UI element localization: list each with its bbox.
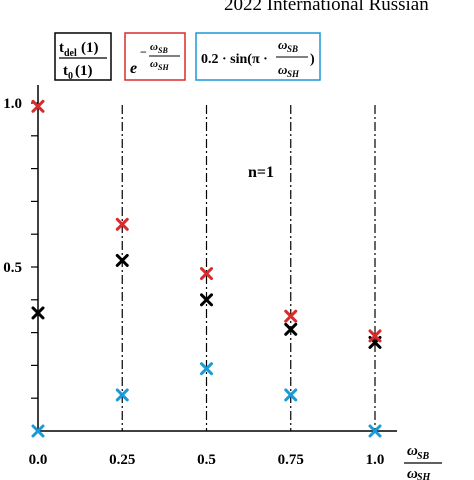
legend-red-exp-den-sub: SH (158, 63, 169, 72)
data-markers (31, 99, 382, 438)
legend-blue-num: ω (278, 37, 287, 52)
legend-black: t del (1) t 0 (1) (54, 32, 112, 82)
marker-red (200, 267, 213, 281)
x-tick-label: 1.0 (366, 452, 385, 468)
y-tick-marks (31, 102, 38, 399)
legend-red-exp-den: ω (150, 58, 158, 70)
x-label-num: ω (407, 443, 418, 459)
legend-black-num-sub: del (64, 48, 77, 59)
vertical-reference-lines (121, 105, 376, 431)
legend-black-den-sub: 0 (68, 71, 73, 82)
x-label-den-sub: SH (417, 472, 432, 480)
legend-blue-num-sub: SB (287, 44, 298, 54)
legend-red-exp-num-sub: SB (158, 46, 168, 55)
marker-black (115, 253, 129, 267)
marker-blue (200, 362, 213, 376)
y-tick-labels: 1.0 0.5 (3, 96, 22, 276)
legend-black-num-t: t (59, 40, 64, 56)
header-text: 2022 International Russian (224, 0, 429, 15)
x-tick-label: 0.25 (109, 452, 135, 468)
marker-blue (115, 388, 129, 402)
annotation-n: n=1 (248, 164, 274, 181)
marker-blue (368, 424, 382, 438)
x-tick-label: 0.5 (197, 452, 216, 468)
legend-red-minus: − (140, 45, 147, 59)
x-tick-label: 0.75 (278, 452, 304, 468)
y-tick-label: 0.5 (3, 260, 22, 276)
marker-red (115, 217, 129, 231)
marker-black (284, 322, 298, 336)
legend-red-base: e (130, 60, 137, 77)
y-tick-label: 1.0 (3, 96, 22, 112)
legend-black-den-t: t (63, 63, 68, 79)
legend-blue: 0.2 · sin(π · ω SB ω SH ) (195, 32, 321, 81)
legend-blue-prefix: 0.2 · sin(π · (201, 52, 268, 67)
marker-black (31, 306, 45, 320)
marker-black (200, 293, 213, 307)
x-tick-label: 0.0 (29, 452, 48, 468)
x-axis-label: ω SB ω SH (404, 443, 442, 480)
legend-blue-den: ω (278, 62, 287, 77)
x-label-den: ω (407, 466, 418, 480)
marker-blue (284, 388, 298, 402)
legend-black-num-arg: (1) (81, 40, 99, 56)
marker-blue (31, 424, 45, 438)
marker-red (31, 99, 45, 113)
legend-red: e − ω SB ω SH (124, 32, 186, 81)
legend-blue-suffix: ) (310, 52, 315, 67)
marker-red (284, 309, 298, 323)
legend-blue-den-sub: SH (287, 69, 300, 79)
legend-red-exp-num: ω (150, 41, 158, 53)
legend-black-den-arg: (1) (75, 63, 93, 79)
x-tick-labels: 0.0 0.25 0.5 0.75 1.0 (29, 452, 385, 468)
marker-red (368, 329, 382, 343)
x-label-num-sub: SB (417, 451, 430, 462)
